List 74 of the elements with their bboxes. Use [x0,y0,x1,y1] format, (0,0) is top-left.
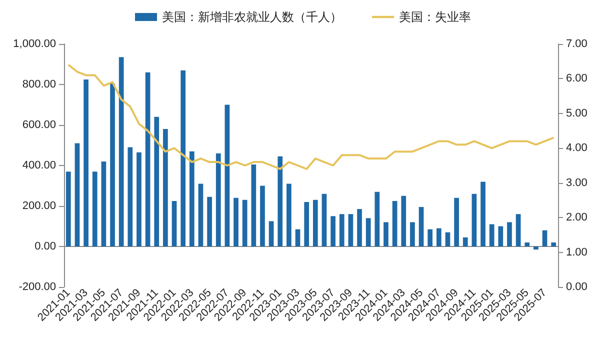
bar [312,200,318,246]
y2-tick-label: 2.00 [566,212,588,224]
bar [392,200,398,246]
bar [216,153,221,246]
bar [410,222,415,246]
bar [198,184,204,246]
y-tick-label: 800.00 [22,78,56,90]
bar [110,83,115,246]
bar [489,224,494,246]
bar [163,129,168,246]
bar [445,232,450,246]
bar [92,172,98,246]
bar [472,194,477,246]
bar [428,229,433,246]
bar [251,164,256,246]
bar [268,221,274,246]
bar [295,229,300,246]
bar [118,57,124,246]
y2-tick-label: 6.00 [566,72,588,85]
y-tick-label: 600.00 [22,119,56,131]
bar [224,104,230,246]
bar [180,70,186,246]
bar [507,222,512,246]
bar [172,200,177,246]
bar [534,246,538,250]
y-tick-label: 1,000.00 [13,38,56,50]
bar [384,222,388,246]
bar [286,184,292,246]
bar [524,242,530,246]
bar [480,182,486,246]
y-tick-label: 0.00 [34,240,56,252]
bar [454,198,459,246]
bar [401,196,406,246]
line-series [67,64,555,170]
bar [136,152,142,246]
bar [278,156,283,246]
bar [145,72,150,246]
y2-tick-label: 0.00 [566,281,588,293]
bar [366,218,371,246]
legend-label: 美国：失业率 [399,10,471,24]
y-tick-label: -200.00 [18,281,56,293]
bar [189,151,194,246]
bar [357,209,362,246]
bar [436,228,442,246]
bar [234,198,238,246]
bar [542,230,548,246]
bar [322,194,327,246]
bar [101,161,106,246]
bar [154,116,160,246]
bar [304,202,310,246]
bar [330,216,336,246]
bar [339,214,344,246]
bar [551,242,556,246]
bar [348,214,354,246]
bar [462,237,468,246]
y2-tick-label: 7.00 [566,38,588,50]
y2-tick-label: 4.00 [566,142,588,154]
y-tick-label: 400.00 [22,160,56,172]
bar [498,226,504,246]
bar [260,186,265,246]
y2-tick-label: 3.00 [566,176,588,189]
bar [516,214,521,246]
bar [418,207,424,246]
y2-tick-label: 5.00 [566,107,588,120]
y2-tick-label: 1.00 [566,246,588,258]
bar [374,192,380,246]
bar [242,200,248,246]
y-tick-label: 200.00 [22,200,56,212]
bar [74,143,80,246]
legend-label: 美国：新增非农就业人数（千人） [162,10,342,24]
bar [84,79,88,246]
bar [207,196,212,246]
bar [66,172,71,246]
bar [128,147,133,246]
